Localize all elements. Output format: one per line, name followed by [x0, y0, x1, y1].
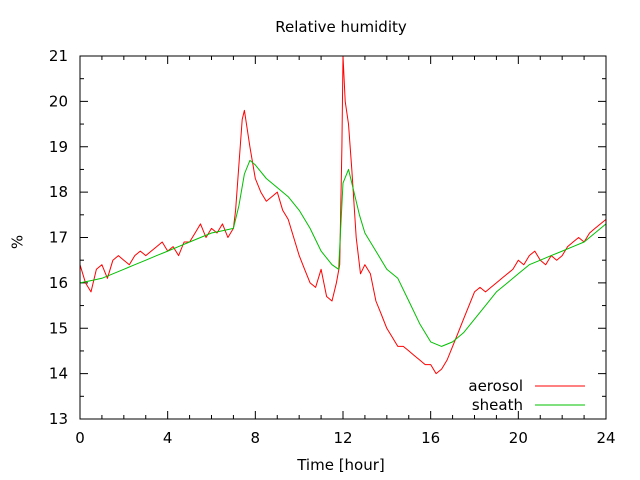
y-tick-label: 19 [49, 138, 68, 156]
y-tick-label: 15 [49, 319, 68, 337]
x-axis-label: Time [hour] [296, 456, 385, 474]
y-tick-label: 13 [49, 410, 68, 428]
y-tick-label: 18 [49, 183, 68, 201]
y-tick-label: 17 [49, 229, 68, 247]
x-tick-label: 24 [596, 429, 615, 447]
y-tick-label: 14 [49, 365, 68, 383]
x-tick-label: 4 [163, 429, 173, 447]
x-tick-label: 20 [509, 429, 528, 447]
x-tick-label: 0 [75, 429, 85, 447]
legend-label-aerosol: aerosol [468, 377, 523, 395]
y-tick-label: 21 [49, 47, 68, 65]
y-tick-label: 16 [49, 274, 68, 292]
chart-title: Relative humidity [275, 18, 407, 36]
y-tick-label: 20 [49, 92, 68, 110]
x-tick-label: 8 [251, 429, 261, 447]
axis-ticks: 13 14 15 16 17 18 19 20 21 0 4 8 12 16 20 24 [49, 47, 616, 447]
y-axis-label: % [9, 235, 27, 249]
x-tick-label: 16 [421, 429, 440, 447]
plot-frame [79, 55, 607, 420]
x-tick-label: 12 [333, 429, 352, 447]
series-lines [79, 55, 607, 375]
series-line-aerosol [79, 55, 607, 375]
legend-label-sheath: sheath [472, 396, 523, 414]
series-line-sheath [79, 159, 607, 347]
